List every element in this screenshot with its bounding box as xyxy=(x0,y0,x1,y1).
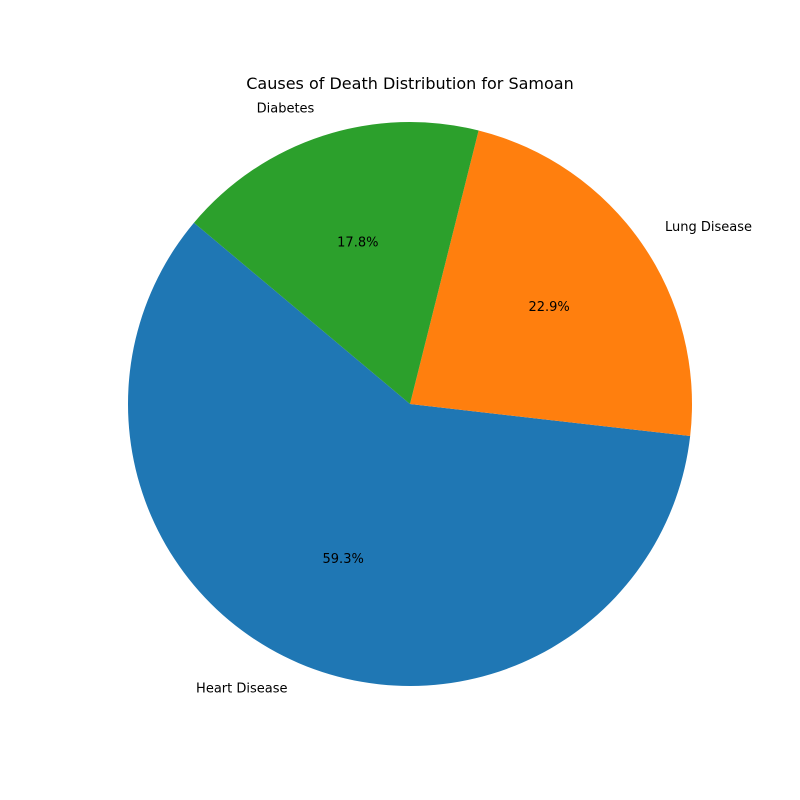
pie-slice-lung-disease xyxy=(410,130,692,437)
pie-slice-diabetes xyxy=(193,121,479,404)
pie-labels: Heart Disease 59.3% Lung Disease 22.9% Diabe… xyxy=(196,101,752,696)
slice-percent-lung-disease: 22.9% xyxy=(528,300,569,315)
pie-slice-heart-disease xyxy=(127,222,691,687)
slice-label-diabetes: Diabetes xyxy=(257,101,315,116)
slice-percent-diabetes: 17.8% xyxy=(337,236,378,251)
slice-label-lung-disease: Lung Disease xyxy=(665,220,752,235)
pie-slices xyxy=(127,121,692,687)
chart-title: Causes of Death Distribution for Samoan xyxy=(246,74,574,93)
slice-label-heart-disease: Heart Disease xyxy=(196,681,287,696)
slice-percent-heart-disease: 59.3% xyxy=(323,552,364,567)
